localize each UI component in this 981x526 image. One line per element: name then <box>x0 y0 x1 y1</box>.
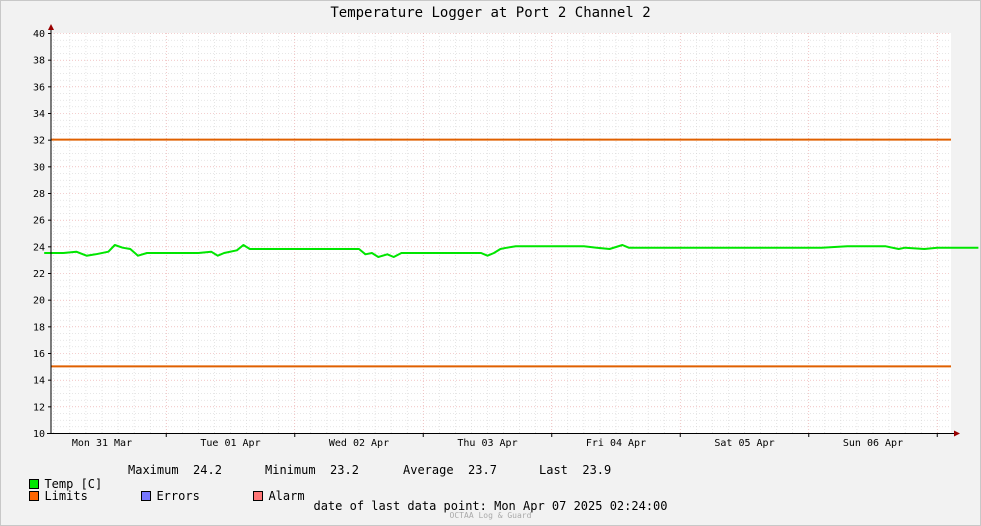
y-tick-label: 10 <box>33 429 45 440</box>
y-tick-label: 40 <box>33 29 45 40</box>
y-tick-label: 28 <box>33 189 45 200</box>
y-tick-label: 30 <box>33 162 45 173</box>
y-tick-label: 24 <box>33 242 45 253</box>
legend-errors-swatch <box>141 491 152 501</box>
legend-limits: Limits <box>15 475 88 503</box>
x-axis-arrow <box>954 430 960 437</box>
brand-watermark: OCTAA Log & Guard <box>449 511 532 520</box>
stat-minimum-value: 23.2 <box>330 463 359 477</box>
legend-alarm-swatch <box>253 491 264 501</box>
legend-limits-label: Limits <box>44 489 88 503</box>
legend-errors: Errors <box>127 475 200 503</box>
y-tick-label: 32 <box>33 136 45 147</box>
stat-minimum-label: Minimum <box>265 463 316 477</box>
y-tick-label: 12 <box>33 402 45 413</box>
y-axis-arrow <box>48 24 54 30</box>
stat-last-label: Last <box>539 463 568 477</box>
y-tick-label: 26 <box>33 216 45 227</box>
y-tick-label: 16 <box>33 349 45 360</box>
x-tick-label: Mon 31 Mar <box>72 438 132 449</box>
x-tick-label: Fri 04 Apr <box>586 438 646 449</box>
x-tick-label: Sun 06 Apr <box>843 438 903 449</box>
last-data-point: date of last data point: Mon Apr 07 2025… <box>0 499 981 513</box>
legend-errors-label: Errors <box>156 489 200 503</box>
y-tick-label: 20 <box>33 296 45 307</box>
y-tick-label: 36 <box>33 82 45 93</box>
x-tick-label: Thu 03 Apr <box>457 438 517 449</box>
legend-alarm-label: Alarm <box>268 489 305 503</box>
x-tick-label: Tue 01 Apr <box>200 438 260 449</box>
y-tick-label: 22 <box>33 269 45 280</box>
stat-maximum: Maximum 24.2 <box>128 463 222 477</box>
y-tick-label: 34 <box>33 109 45 120</box>
last-data-point-label: date of last data point: <box>313 499 487 513</box>
legend-alarm: Alarm <box>239 475 305 503</box>
stat-minimum: Minimum 23.2 <box>265 463 359 477</box>
stat-average: Average 23.7 <box>403 463 497 477</box>
chart-title: Temperature Logger at Port 2 Channel 2 <box>330 5 651 21</box>
series-line-0 <box>44 244 979 258</box>
stat-maximum-label: Maximum <box>128 463 179 477</box>
last-data-point-value: Mon Apr 07 2025 02:24:00 <box>494 499 668 513</box>
stat-average-value: 23.7 <box>468 463 497 477</box>
stat-average-label: Average <box>403 463 454 477</box>
y-tick-label: 18 <box>33 322 45 333</box>
stat-last-value: 23.9 <box>582 463 612 477</box>
stat-maximum-value: 24.2 <box>193 463 222 477</box>
stat-last: Last 23.9 <box>539 463 611 477</box>
legend-limits-swatch <box>29 491 40 501</box>
legend-temp-label: Temp [C] <box>44 477 103 491</box>
y-tick-label: 38 <box>33 56 45 67</box>
x-tick-label: Sat 05 Apr <box>714 438 774 449</box>
y-tick-label: 14 <box>33 376 45 387</box>
plot-background <box>51 33 951 433</box>
legend-temp-swatch <box>29 479 40 489</box>
legend-temp: Temp [C] <box>15 463 102 491</box>
x-tick-label: Wed 02 Apr <box>329 438 389 449</box>
